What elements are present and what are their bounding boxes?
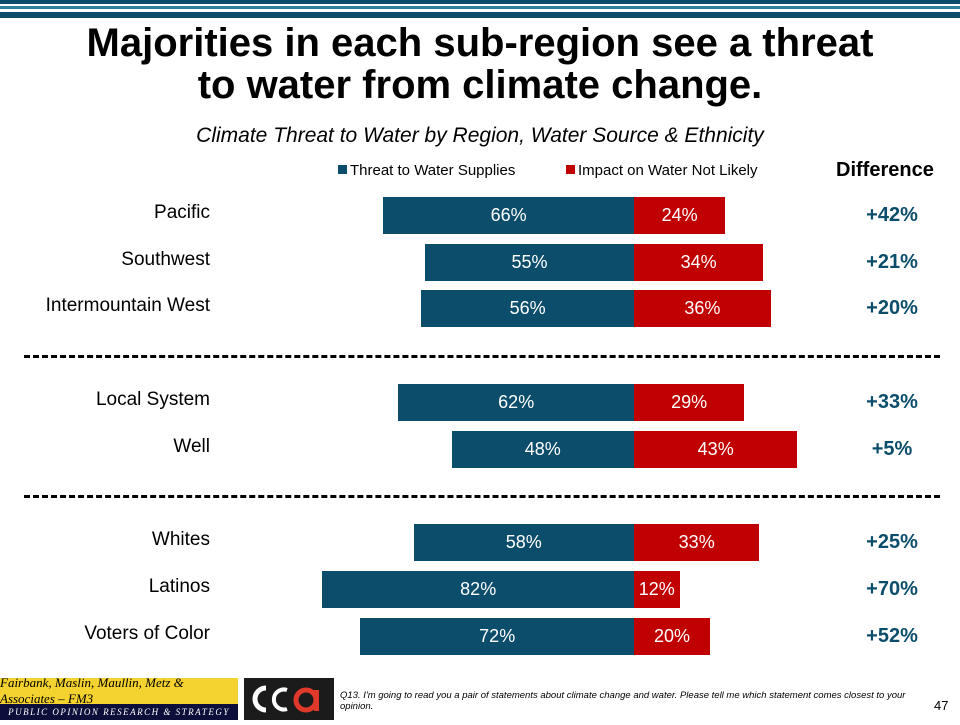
data-label-not-likely-southwest: 34% bbox=[680, 252, 717, 272]
data-label-not-likely-local-system: 29% bbox=[671, 392, 708, 412]
legend-threat: Threat to Water Supplies bbox=[338, 162, 515, 180]
legend-swatch-threat bbox=[338, 165, 347, 174]
fm3-logo-name: Fairbank, Maslin, Maullin, Metz & Associ… bbox=[0, 675, 238, 706]
chart-subtitle: Climate Threat to Water by Region, Water… bbox=[196, 124, 764, 147]
row-label-well: Well bbox=[173, 436, 210, 457]
title-line-1: Majorities in each sub-region see a thre… bbox=[86, 21, 874, 65]
fm3-logo: Fairbank, Maslin, Maullin, Metz & Associ… bbox=[0, 675, 238, 720]
data-label-threat-latinos: 82% bbox=[460, 579, 497, 599]
bar-not-likely-pacific: 24% bbox=[634, 197, 726, 234]
group-divider-2 bbox=[24, 495, 940, 498]
row-label-pacific: Pacific bbox=[154, 202, 210, 223]
difference-header: Difference bbox=[836, 159, 934, 181]
top-stripe-3 bbox=[0, 12, 960, 18]
difference-value-pacific: +42% bbox=[866, 204, 918, 226]
data-label-threat-intermountain-west: 56% bbox=[509, 298, 546, 318]
data-label-threat-southwest: 55% bbox=[511, 252, 548, 272]
bar-not-likely-local-system: 29% bbox=[634, 384, 745, 421]
data-label-not-likely-well: 43% bbox=[697, 439, 734, 459]
bar-threat-whites: 58% bbox=[413, 524, 634, 561]
bar-not-likely-whites: 33% bbox=[634, 524, 760, 561]
difference-value-intermountain-west: +20% bbox=[866, 297, 918, 319]
data-label-threat-whites: 58% bbox=[505, 532, 542, 552]
bar-not-likely-well: 43% bbox=[634, 431, 798, 468]
data-label-threat-well: 48% bbox=[524, 439, 561, 459]
bar-threat-southwest: 55% bbox=[425, 244, 634, 281]
bar-threat-latinos: 82% bbox=[322, 571, 634, 608]
title-line-2: to water from climate change. bbox=[197, 63, 763, 107]
top-stripe-2 bbox=[0, 6, 960, 9]
difference-value-local-system: +33% bbox=[866, 391, 918, 413]
legend-swatch-not-likely bbox=[566, 165, 575, 174]
fm3-logo-tagline: PUBLIC OPINION RESEARCH & STRATEGY bbox=[0, 704, 238, 720]
data-label-not-likely-whites: 33% bbox=[678, 532, 715, 552]
difference-value-southwest: +21% bbox=[866, 251, 918, 273]
data-label-not-likely-voters-of-color: 20% bbox=[653, 626, 691, 646]
bar-threat-voters-of-color: 72% bbox=[360, 618, 634, 655]
bar-not-likely-southwest: 34% bbox=[634, 244, 764, 281]
bar-not-likely-intermountain-west: 36% bbox=[634, 290, 771, 327]
bar-threat-well: 48% bbox=[451, 431, 634, 468]
difference-value-whites: +25% bbox=[866, 531, 918, 553]
bar-threat-intermountain-west: 56% bbox=[421, 290, 634, 327]
data-label-threat-voters-of-color: 72% bbox=[479, 626, 516, 646]
row-label-voters-of-color: Voters of Color bbox=[84, 623, 210, 644]
page-number: 47 bbox=[934, 698, 949, 713]
data-label-threat-pacific: 66% bbox=[490, 205, 527, 225]
qca-logo-graphic bbox=[252, 685, 319, 713]
bar-not-likely-voters-of-color: 20% bbox=[634, 618, 710, 655]
data-label-not-likely-latinos: 12% bbox=[638, 579, 675, 599]
qca-logo bbox=[244, 678, 334, 720]
data-label-threat-local-system: 62% bbox=[498, 392, 535, 412]
data-label-not-likely-pacific: 24% bbox=[661, 205, 698, 225]
difference-value-latinos: +70% bbox=[866, 578, 918, 600]
page-title: Majorities in each sub-region see a thre… bbox=[0, 22, 960, 106]
row-label-local-system: Local System bbox=[95, 389, 210, 410]
difference-value-well: +5% bbox=[871, 438, 913, 460]
data-label-not-likely-intermountain-west: 36% bbox=[684, 298, 721, 318]
bar-threat-pacific: 66% bbox=[383, 197, 634, 234]
bar-not-likely-latinos: 12% bbox=[634, 571, 680, 608]
legend-label-threat: Threat to Water Supplies bbox=[350, 162, 516, 179]
top-stripe-1 bbox=[0, 0, 960, 4]
row-label-whites: Whites bbox=[151, 529, 210, 550]
legend-label-not-likely: Impact on Water Not Likely bbox=[578, 162, 758, 179]
question-footnote: Q13. I'm going to read you a pair of sta… bbox=[340, 690, 906, 712]
legend-not-likely: Impact on Water Not Likely bbox=[566, 162, 758, 180]
bar-threat-local-system: 62% bbox=[398, 384, 634, 421]
difference-value-voters-of-color: +52% bbox=[866, 625, 918, 647]
group-divider-1 bbox=[24, 355, 940, 358]
row-label-intermountain-west: Intermountain West bbox=[45, 295, 210, 316]
row-label-latinos: Latinos bbox=[148, 576, 210, 597]
row-label-southwest: Southwest bbox=[121, 249, 210, 270]
